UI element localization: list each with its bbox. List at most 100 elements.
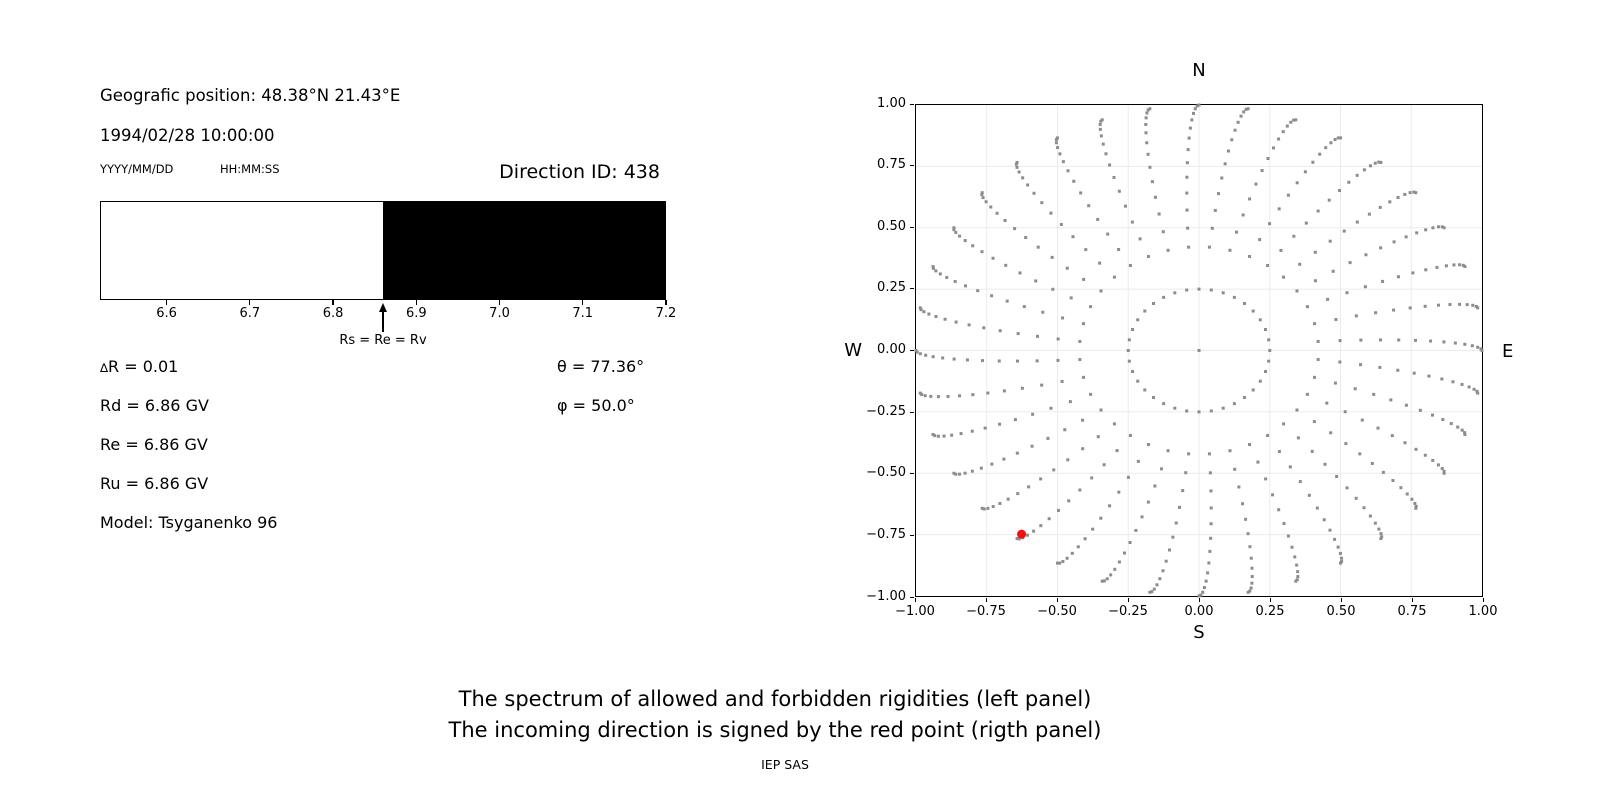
direction-grid-dot (1271, 146, 1275, 150)
direction-grid-dot (942, 434, 946, 438)
direction-grid-dot (1295, 289, 1299, 293)
direction-grid-dot (1230, 138, 1234, 142)
direction-grid-dot (1173, 291, 1177, 295)
direction-grid-dot (1117, 247, 1121, 251)
direction-grid-dot (1293, 555, 1297, 559)
direction-grid-dot (1360, 418, 1364, 422)
direction-grid-dot (1002, 389, 1006, 393)
x-tick-label: 1.00 (1468, 604, 1498, 619)
direction-grid-dot (1322, 518, 1326, 522)
direction-grid-dot (1063, 428, 1067, 432)
direction-grid-dot (1363, 285, 1367, 289)
direction-grid-dot (970, 469, 974, 473)
direction-grid-dot (1242, 301, 1246, 305)
direction-grid-dot (1058, 561, 1062, 565)
direction-grid-dot (1451, 380, 1455, 384)
direction-grid-dot (1197, 287, 1201, 291)
direction-grid-dot (1050, 255, 1054, 259)
direction-grid-dot (1113, 567, 1117, 571)
y-tick-mark (910, 288, 914, 290)
direction-grid-dot (1296, 570, 1300, 574)
direction-grid-dot (1046, 436, 1050, 440)
direction-grid-dot (1030, 444, 1034, 448)
direction-grid-dot (1399, 486, 1403, 490)
arrow-up-icon (378, 303, 387, 312)
direction-grid-dot (1061, 316, 1065, 320)
direction-grid-dot (1145, 111, 1149, 115)
direction-grid-dot (1220, 176, 1224, 180)
direction-grid-dot (1373, 521, 1377, 525)
direction-grid-dot (1068, 400, 1072, 404)
direction-grid-dot (1173, 406, 1177, 410)
direction-grid-dot (980, 506, 984, 510)
direction-grid-dot (1081, 447, 1085, 451)
direction-scatter (914, 103, 1484, 598)
x-tick-label: 0.75 (1397, 604, 1427, 619)
direction-grid-dot (1377, 160, 1381, 164)
direction-grid-dot (965, 358, 969, 362)
direction-grid-dot (1246, 107, 1250, 111)
direction-grid-dot (1102, 463, 1106, 467)
direction-grid-dot (1101, 142, 1105, 146)
direction-grid-dot (1049, 211, 1053, 215)
direction-grid-dot (1338, 339, 1342, 343)
y-tick-label: −0.25 (866, 403, 906, 419)
direction-grid-dot (1296, 436, 1300, 440)
direction-grid-dot (1162, 295, 1166, 299)
direction-grid-dot (1249, 586, 1253, 590)
direction-grid-dot (1380, 535, 1384, 539)
phi-value: φ = 50.0° (557, 396, 635, 415)
direction-grid-dot (1049, 406, 1053, 410)
direction-grid-dot (1087, 204, 1091, 208)
direction-grid-dot (1424, 268, 1428, 272)
direction-grid-dot (1237, 485, 1241, 489)
direction-grid-dot (1123, 204, 1127, 208)
direction-grid-dot (1476, 391, 1480, 395)
direction-grid-dot (958, 394, 962, 398)
direction-grid-dot (1185, 208, 1189, 212)
direction-grid-dot (1026, 533, 1030, 537)
direction-grid-dot (1066, 458, 1070, 462)
direction-grid-dot (1250, 566, 1254, 570)
direction-grid-dot (1440, 225, 1444, 229)
direction-grid-dot (1263, 328, 1267, 332)
direction-grid-dot (952, 357, 956, 361)
direction-grid-dot (1338, 551, 1342, 555)
direction-grid-dot (1052, 468, 1056, 472)
direction-grid-dot (936, 395, 940, 399)
direction-grid-dot (1018, 271, 1022, 275)
direction-grid-dot (1305, 392, 1309, 396)
direction-grid-dot (986, 506, 990, 510)
y-tick-mark (910, 165, 914, 167)
direction-grid-dot (1228, 248, 1232, 252)
direction-grid-dot (1405, 492, 1409, 496)
direction-grid-dot (1134, 528, 1138, 532)
x-tick-label: −0.50 (1037, 604, 1077, 619)
direction-grid-dot (1185, 175, 1189, 179)
direction-grid-dot (1295, 408, 1299, 412)
direction-grid-dot (1131, 328, 1135, 332)
caption-line2: The incoming direction is signed by the … (448, 718, 1102, 742)
direction-grid-dot (1131, 369, 1135, 373)
direction-grid-dot (1066, 169, 1070, 173)
direction-grid-dot (1458, 263, 1462, 267)
direction-grid-dot (1279, 248, 1283, 252)
direction-grid-dot (1015, 165, 1019, 169)
direction-grid-dot (995, 211, 999, 215)
direction-grid-dot (1334, 318, 1338, 322)
direction-grid-dot (934, 315, 938, 319)
direction-grid-dot (1079, 191, 1083, 195)
direction-grid-dot (1081, 375, 1085, 379)
direction-grid-dot (1032, 191, 1036, 195)
direction-grid-dot (1288, 465, 1292, 469)
arrow-shaft (382, 311, 384, 332)
direction-grid-dot (1444, 264, 1448, 268)
direction-grid-dot (1076, 545, 1080, 549)
direction-grid-dot (998, 422, 1002, 426)
direction-grid-dot (1251, 309, 1255, 313)
direction-grid-dot (1339, 561, 1342, 565)
direction-grid-dot (1336, 136, 1340, 140)
direction-grid-dot (1140, 515, 1144, 519)
direction-grid-dot (918, 391, 922, 395)
direction-grid-dot (1328, 528, 1332, 532)
